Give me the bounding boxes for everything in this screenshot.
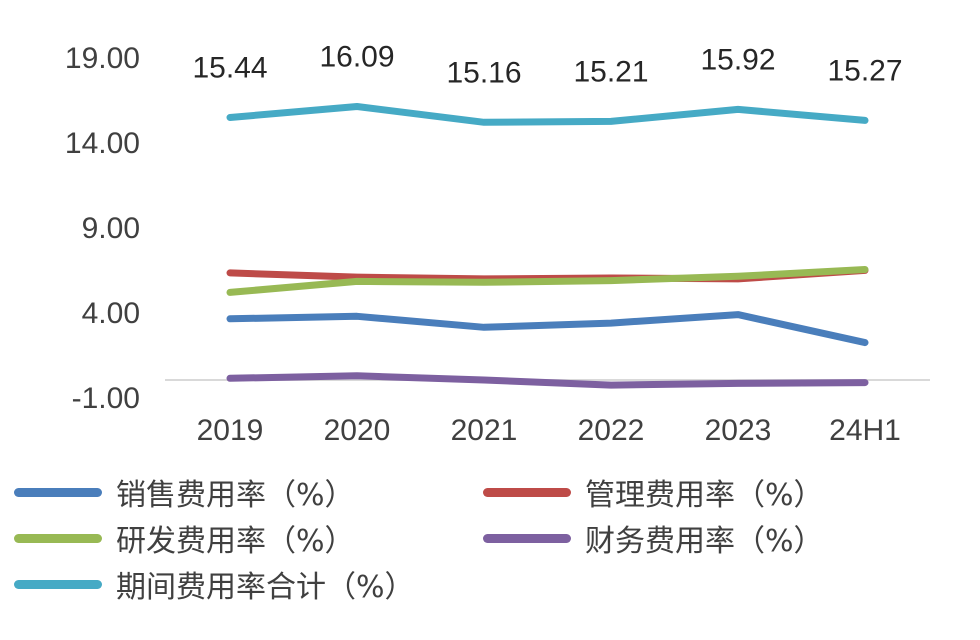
series-lines — [226, 103, 869, 389]
y-tick-label: -1.00 — [72, 382, 140, 415]
y-tick-label: 4.00 — [82, 297, 140, 330]
series-line-finance — [226, 372, 869, 389]
data-labels: 15.44 16.09 15.16 15.21 15.92 15.27 — [192, 40, 902, 89]
y-tick-label: 9.00 — [82, 212, 140, 245]
x-tick-label: 2020 — [324, 414, 391, 447]
x-tick-label: 2022 — [578, 414, 645, 447]
series-line-sales — [226, 311, 869, 347]
legend-label-rnd: 研发费用率（%） — [116, 524, 355, 559]
y-tick-label: 19.00 — [65, 42, 140, 75]
data-label-total: 15.16 — [446, 56, 521, 89]
data-label-total: 15.92 — [700, 43, 775, 76]
x-tick-label: 2019 — [197, 414, 264, 447]
legend-swatch-rnd — [14, 533, 102, 543]
legend-item-total: 期间费用率合计（%） — [14, 562, 415, 606]
legend-swatch-total — [14, 579, 102, 589]
legend-item-admin: 管理费用率（%） — [483, 470, 824, 514]
series-line-total — [226, 103, 869, 126]
legend-label-total: 期间费用率合计（%） — [116, 570, 415, 605]
legend-label-admin: 管理费用率（%） — [585, 478, 824, 513]
legend-swatch-admin — [483, 487, 571, 497]
data-label-total: 15.21 — [573, 55, 648, 88]
legend-label-sales: 销售费用率（%） — [116, 478, 355, 513]
legend-swatch-sales — [14, 487, 102, 497]
series-line-rnd — [226, 266, 869, 296]
legend-item-rnd: 研发费用率（%） — [14, 516, 355, 560]
legend-item-sales: 销售费用率（%） — [14, 470, 355, 514]
legend-swatch-finance — [483, 533, 571, 543]
y-axis-ticks: 19.00 14.00 9.00 4.00 -1.00 — [65, 42, 140, 415]
x-axis-ticks: 2019 2020 2021 2022 2023 24H1 — [197, 414, 901, 447]
x-tick-label: 24H1 — [829, 414, 901, 447]
y-tick-label: 14.00 — [65, 127, 140, 160]
data-label-total: 15.44 — [192, 52, 267, 85]
data-label-total: 16.09 — [319, 40, 394, 73]
data-label-total: 15.27 — [827, 54, 902, 87]
x-tick-label: 2023 — [705, 414, 772, 447]
legend-item-finance: 财务费用率（%） — [483, 516, 824, 560]
legend: 销售费用率（%） 管理费用率（%） 研发费用率（%） 财务费用率（%） 期间费用… — [0, 462, 980, 632]
x-tick-label: 2021 — [451, 414, 518, 447]
legend-label-finance: 财务费用率（%） — [585, 524, 824, 559]
